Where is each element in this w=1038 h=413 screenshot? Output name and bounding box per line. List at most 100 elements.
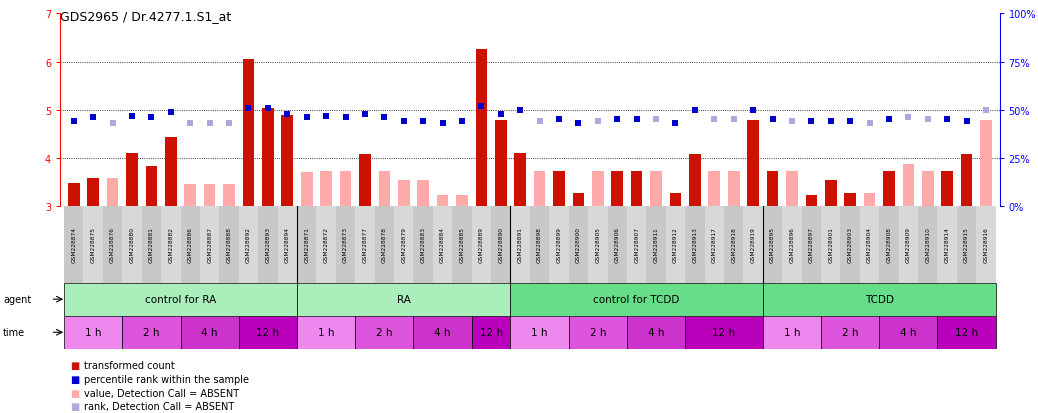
Bar [728,172,739,206]
Bar [394,206,413,283]
Bar [553,172,565,206]
Bar [689,154,701,206]
Bar [977,206,995,283]
Text: GSM228885: GSM228885 [460,227,464,263]
Bar [569,206,589,283]
Text: GSM228899: GSM228899 [556,227,562,263]
Text: GSM228884: GSM228884 [440,227,445,263]
Bar [239,206,258,283]
Bar [611,172,623,206]
Bar [297,206,317,283]
Bar [181,206,200,283]
Bar [107,179,118,206]
Text: 1 h: 1 h [531,328,548,337]
Bar [64,283,297,316]
Bar [627,206,647,283]
Bar [103,206,122,283]
Bar [223,185,235,206]
Text: GSM228894: GSM228894 [284,227,290,263]
Bar [359,154,371,206]
Bar [64,316,122,349]
Text: rank, Detection Call = ABSENT: rank, Detection Call = ABSENT [84,401,235,411]
Bar [941,172,953,206]
Bar [379,172,390,206]
Text: GSM228904: GSM228904 [867,227,872,263]
Bar [336,206,355,283]
Text: GSM228882: GSM228882 [168,227,173,263]
Text: GSM228881: GSM228881 [148,227,154,263]
Bar [805,196,817,206]
Bar [145,167,157,206]
Bar [937,206,957,283]
Bar [665,206,685,283]
Text: control for TCDD: control for TCDD [594,294,680,304]
Bar [413,316,471,349]
Text: GSM228905: GSM228905 [596,227,600,263]
Bar [301,173,312,206]
Bar [375,206,394,283]
Bar [433,206,453,283]
Bar [317,206,336,283]
Bar [918,206,937,283]
Bar [417,180,429,206]
Bar [181,316,239,349]
Text: GSM228875: GSM228875 [90,227,95,263]
Text: ■: ■ [71,361,80,370]
Bar [475,50,487,206]
Bar [980,121,992,206]
Bar [203,185,216,206]
Bar [650,172,662,206]
Bar [825,180,837,206]
Text: GSM228915: GSM228915 [964,227,969,263]
Bar [339,172,351,206]
Text: percentile rank within the sample: percentile rank within the sample [84,374,249,384]
Bar [801,206,821,283]
Text: GSM228900: GSM228900 [576,227,581,263]
Text: GSM228895: GSM228895 [770,227,775,263]
Text: GSM228917: GSM228917 [712,227,717,263]
Bar [511,206,529,283]
Text: GSM228876: GSM228876 [110,227,115,263]
Text: 12 h: 12 h [480,328,502,337]
Text: 12 h: 12 h [712,328,736,337]
Bar [879,316,937,349]
Bar [456,196,468,206]
Text: GSM228910: GSM228910 [925,227,930,263]
Text: GSM228911: GSM228911 [654,227,658,263]
Text: control for RA: control for RA [145,294,216,304]
Bar [243,60,254,206]
Bar [607,206,627,283]
Bar [355,316,413,349]
Bar [355,206,375,283]
Text: GSM228871: GSM228871 [304,227,309,263]
Bar [786,172,798,206]
Bar [511,316,569,349]
Bar [573,194,584,206]
Text: 2 h: 2 h [590,328,606,337]
Text: ■: ■ [71,401,80,411]
Bar [165,138,176,206]
Bar [763,316,821,349]
Text: GSM228907: GSM228907 [634,227,639,263]
Text: GSM228914: GSM228914 [945,227,950,263]
Text: GSM228916: GSM228916 [984,227,988,263]
Bar [821,316,879,349]
Text: 4 h: 4 h [434,328,450,337]
Bar [321,172,332,206]
Bar [589,206,607,283]
Bar [961,154,973,206]
Text: ■: ■ [71,388,80,398]
Bar [685,316,763,349]
Text: 4 h: 4 h [648,328,664,337]
Bar [495,121,507,206]
Text: GSM228888: GSM228888 [226,227,231,263]
Bar [763,206,783,283]
Text: GSM228908: GSM228908 [886,227,892,263]
Text: GSM228889: GSM228889 [479,227,484,263]
Text: GSM228897: GSM228897 [809,227,814,263]
Text: GSM228878: GSM228878 [382,227,387,263]
Text: GSM228918: GSM228918 [731,227,736,263]
Text: GSM228892: GSM228892 [246,227,251,263]
Text: GSM228873: GSM228873 [343,227,348,263]
Bar [277,206,297,283]
